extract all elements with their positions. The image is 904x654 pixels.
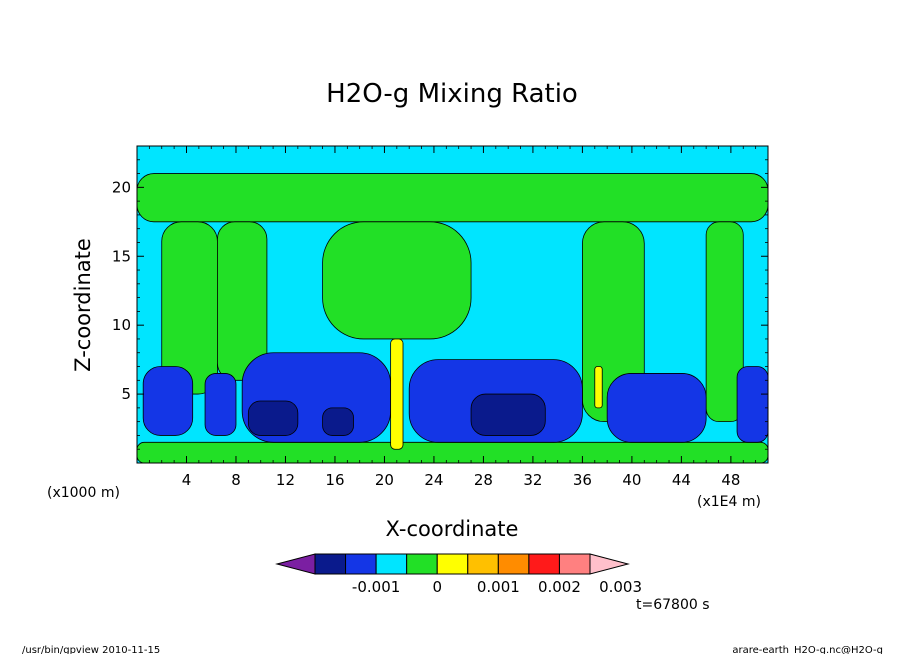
x-tick-label: 48 [721, 471, 740, 489]
colorbar: -0.001 0 0.001 0.002 0.003 [275, 553, 642, 596]
contour-region-navy [247, 400, 299, 436]
contour-region-blue [204, 373, 237, 436]
y-axis-label: Z-coordinate [71, 238, 95, 372]
colorbar-label: 0 [432, 578, 442, 596]
footer-left: /usr/bin/gpview 2010-11-15 [22, 645, 160, 654]
colorbar-min-triangle [275, 553, 316, 575]
time-label: t=67800 s [636, 597, 710, 613]
colorbar-box [558, 553, 591, 575]
contour-region-navy [470, 393, 546, 436]
x-unit-left: (x1000 m) [47, 485, 120, 501]
plot-frame [136, 145, 769, 464]
x-unit-right: (x1E4 m) [697, 494, 761, 510]
x-tick-label: 4 [182, 471, 192, 489]
x-axis-label: X-coordinate [386, 517, 519, 541]
y-tick-label: 10 [112, 316, 131, 334]
x-tick-label: 24 [424, 471, 443, 489]
contour-region-green [137, 173, 768, 223]
contour-region-blue [606, 373, 707, 443]
colorbar-label: 0.002 [538, 578, 581, 596]
y-axis: 5 10 15 20 [112, 159, 768, 450]
x-tick-label: 40 [622, 471, 641, 489]
x-tick-label: 44 [672, 471, 691, 489]
y-tick-label: 15 [112, 247, 131, 265]
contour-region-yellow [594, 366, 603, 409]
x-axis: 4 8 12 16 20 24 28 32 36 40 44 48 [148, 146, 757, 489]
plot-area [137, 146, 768, 463]
contour-region-green [322, 221, 472, 340]
x-tick-label: 8 [231, 471, 241, 489]
colorbar-label: 0.003 [599, 578, 642, 596]
colorbar-box [314, 553, 347, 575]
colorbar-box [528, 553, 560, 575]
x-tick-label: 20 [375, 471, 394, 489]
colorbar-box [345, 553, 377, 575]
x-tick-label: 12 [276, 471, 295, 489]
x-tick-label: 36 [573, 471, 592, 489]
colorbar-label: -0.001 [352, 578, 400, 596]
contour-region-yellow [390, 338, 404, 450]
colorbar-max-triangle [589, 553, 630, 575]
contour-region-green [137, 441, 768, 463]
contour-region-blue [142, 366, 194, 436]
x-tick-label: 28 [474, 471, 493, 489]
footer-right: arare-earth_H2O-g.nc@H2O-g [732, 645, 883, 654]
colorbar-box [375, 553, 408, 575]
x-tick-label: 32 [523, 471, 542, 489]
y-tick-label: 5 [121, 385, 131, 403]
colorbar-box [406, 553, 438, 575]
colorbar-box [436, 553, 469, 575]
chart-title: H2O-g Mixing Ratio [326, 79, 578, 109]
colorbar-box [497, 553, 530, 575]
contour-region-blue [736, 366, 768, 443]
colorbar-label: 0.001 [477, 578, 520, 596]
contour-region-navy [322, 407, 354, 436]
contour-region-green [705, 221, 744, 423]
x-tick-label: 16 [325, 471, 344, 489]
y-tick-label: 20 [112, 178, 131, 196]
colorbar-box [467, 553, 499, 575]
